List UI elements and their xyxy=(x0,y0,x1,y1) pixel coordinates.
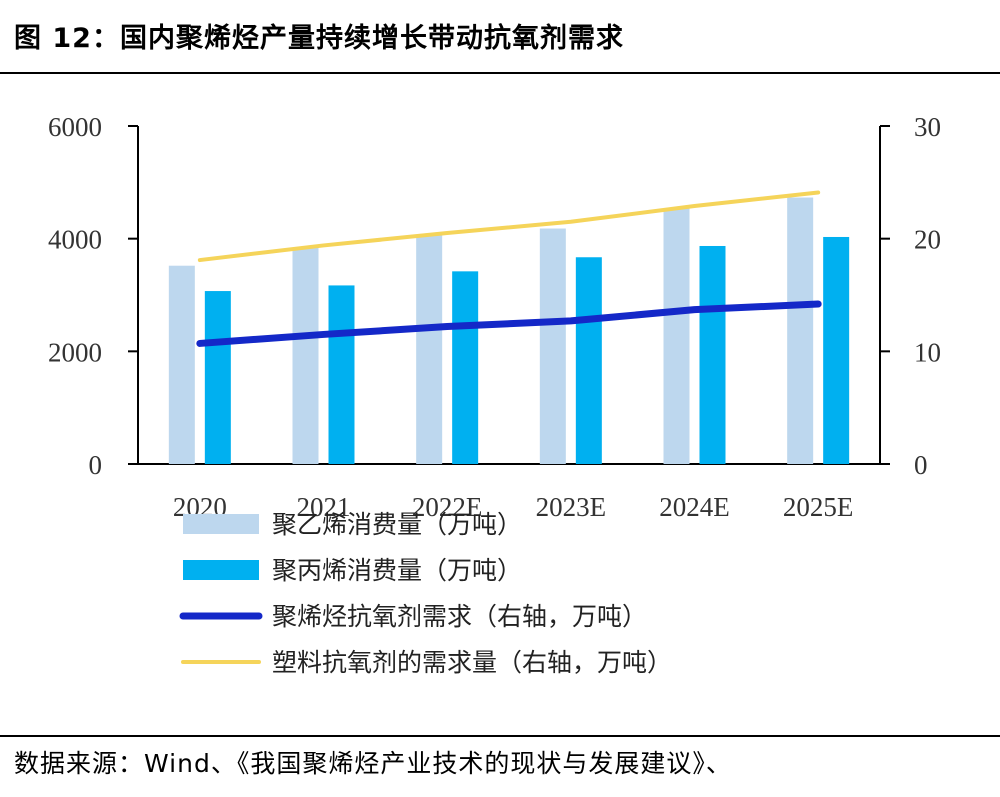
series-line xyxy=(196,300,822,347)
right-tick-label: 30 xyxy=(914,112,941,142)
legend-label: 聚烯烃抗氧剂需求（右轴，万吨） xyxy=(272,602,647,631)
bar xyxy=(416,235,443,464)
right-tick-label: 20 xyxy=(914,225,941,255)
bar xyxy=(575,257,602,464)
bar xyxy=(292,247,319,464)
bar xyxy=(699,245,726,464)
left-tick-label: 6000 xyxy=(48,112,102,142)
left-tick-label: 4000 xyxy=(48,225,102,255)
x-tick-label: 2023E xyxy=(536,492,607,522)
legend-swatch xyxy=(183,514,259,534)
x-tick-label: 2024E xyxy=(659,492,730,522)
bar xyxy=(204,291,231,464)
bar xyxy=(452,271,479,464)
x-tick-label: 2021 xyxy=(297,492,351,522)
chart-legend: 聚乙烯消费量（万吨） 聚丙烯消费量（万吨） 聚烯烃抗氧剂需求（右轴，万吨） 塑料抗氧剂… xyxy=(179,510,672,677)
legend-label: 聚丙烯消费量（万吨） xyxy=(272,556,522,585)
bar xyxy=(787,197,814,464)
right-tick-label: 10 xyxy=(914,337,941,367)
bottom-rule xyxy=(0,735,1000,737)
left-tick-label: 2000 xyxy=(48,337,102,367)
chart-lines xyxy=(196,190,822,347)
bar xyxy=(823,236,850,464)
x-tick-label: 2022E xyxy=(412,492,483,522)
source-note: 数据来源：Wind、《我国聚烯烃产业技术的现状与发展建议》、 xyxy=(14,749,732,778)
bar xyxy=(168,265,195,464)
legend-label: 塑料抗氧剂的需求量（右轴，万吨） xyxy=(272,648,672,677)
series-line xyxy=(197,190,821,263)
chart-bars xyxy=(168,197,850,464)
bar xyxy=(328,285,355,464)
legend-swatch xyxy=(183,560,259,580)
top-rule xyxy=(0,72,1000,74)
right-tick-label: 0 xyxy=(914,450,928,480)
chart-axes xyxy=(128,125,890,465)
x-tick-label: 2025E xyxy=(783,492,854,522)
legend-label: 聚乙烯消费量（万吨） xyxy=(272,510,522,539)
bar xyxy=(539,228,566,464)
figure-title: 图 12：国内聚烯烃产量持续增长带动抗氧剂需求 xyxy=(14,23,624,54)
bar xyxy=(663,208,690,464)
left-tick-label: 0 xyxy=(89,450,103,480)
